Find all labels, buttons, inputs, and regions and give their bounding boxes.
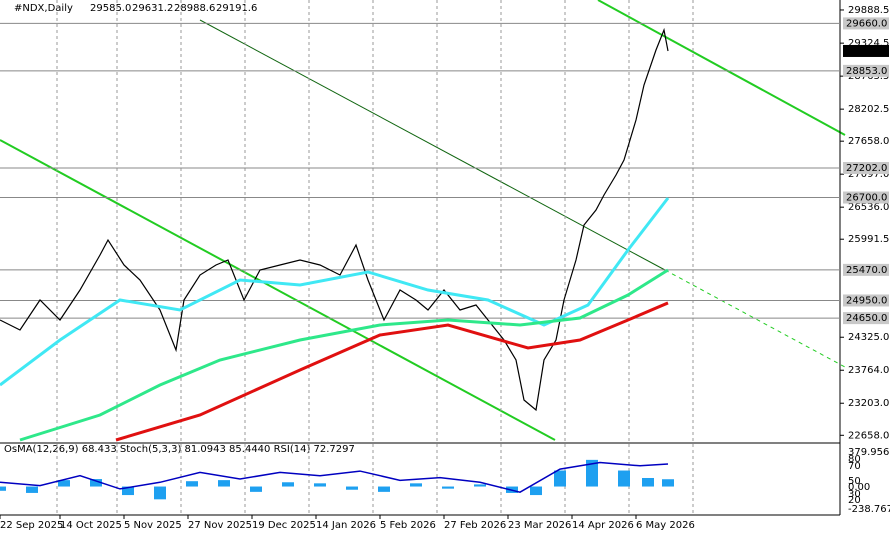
indicator-axis-label: 379.956 — [848, 447, 889, 458]
trend-line — [0, 139, 556, 441]
level-label-box — [843, 263, 889, 276]
level-label-box — [843, 162, 889, 174]
indicator-axis-label: 80 — [848, 454, 861, 465]
current-price-label: 29191.6 — [846, 46, 887, 57]
osma-bar — [554, 470, 566, 487]
osma-bar — [410, 483, 422, 487]
x-tick-label: 14 Apr 2026 — [572, 520, 634, 531]
trend-line — [199, 19, 666, 271]
osma-bar — [618, 470, 630, 487]
indicator-axis-label: 70 — [848, 461, 861, 472]
x-tick-label: 27 Feb 2026 — [444, 520, 506, 531]
osma-bar — [442, 486, 454, 489]
moving-average — [115, 301, 669, 442]
osma-bar — [642, 477, 654, 487]
osma-bar — [122, 486, 134, 496]
x-tick-label: 14 Jan 2026 — [316, 520, 376, 531]
osma-bar — [90, 479, 102, 487]
rsi-line — [0, 461, 669, 494]
ohlc-label: 29585.0 — [90, 3, 131, 14]
indicator-title: OsMA(12,26,9) 68.433 Stoch(5,3,3) 81.094… — [4, 444, 355, 455]
level-label: 25470.0 — [846, 265, 887, 276]
indicator-axis-label: 30 — [848, 489, 861, 500]
x-tick-label: 19 Dec 2025 — [252, 520, 316, 531]
current-price-box — [843, 44, 889, 57]
level-label: 26700.0 — [846, 193, 887, 204]
level-label: 28853.0 — [846, 66, 887, 77]
osma-bar — [530, 486, 542, 496]
ohlc-label: 29191.6 — [216, 3, 257, 14]
osma-bar — [586, 459, 598, 487]
y-tick-label: 24325.0 — [848, 332, 889, 343]
osma-bar — [346, 486, 358, 490]
indicator-axis-label: 20 — [848, 495, 861, 506]
y-tick-label: 27658.0 — [848, 136, 889, 147]
x-tick-label: 5 Nov 2025 — [124, 520, 182, 531]
x-tick-label: 22 Sep 2025 — [0, 520, 63, 531]
x-tick-label: 27 Nov 2025 — [188, 520, 252, 531]
level-label: 29660.0 — [846, 18, 887, 29]
indicator-axis-label: 0.00 — [848, 482, 870, 493]
chart-title: #NDX,Daily — [14, 3, 73, 14]
y-tick-label: 29888.5 — [848, 5, 889, 16]
trend-line — [664, 269, 846, 368]
y-tick-label: 25991.5 — [848, 234, 889, 245]
osma-bar — [314, 483, 326, 487]
x-tick-label: 14 Oct 2025 — [60, 520, 122, 531]
y-tick-label: 23764.0 — [848, 365, 889, 376]
osma-bar — [378, 486, 390, 492]
x-tick-label: 23 Mar 2026 — [508, 520, 571, 531]
trend-line — [597, 0, 846, 136]
y-tick-label: 23203.0 — [848, 398, 889, 409]
moving-average — [19, 268, 669, 442]
osma-bar — [662, 479, 674, 487]
osma-bar — [218, 480, 230, 487]
osma-bar — [58, 480, 70, 487]
indicator-axis-label: -238.767 — [848, 504, 890, 515]
level-label: 27202.0 — [846, 163, 887, 174]
osma-bar — [26, 486, 38, 493]
level-label-box — [843, 294, 889, 307]
level-label-box — [843, 17, 889, 30]
osma-bar — [154, 486, 166, 500]
osma-bar — [250, 486, 262, 492]
y-tick-label: 26536.0 — [848, 202, 889, 213]
y-tick-label: 22658.0 — [848, 430, 889, 441]
ohlc-label: 28988.6 — [174, 3, 215, 14]
osma-bar — [0, 486, 6, 491]
ohlc-label: 29631.2 — [132, 3, 173, 14]
osma-bar — [186, 481, 198, 487]
y-tick-label: 27097.0 — [848, 169, 889, 180]
osma-bar — [282, 482, 294, 487]
osma-bar — [474, 484, 486, 487]
y-tick-label: 28202.5 — [848, 104, 889, 115]
level-label-box — [843, 312, 889, 325]
x-tick-label: 5 Feb 2026 — [380, 520, 436, 531]
level-label-box — [843, 64, 889, 77]
y-tick-label: 29324.5 — [848, 38, 889, 49]
x-tick-label: 6 May 2026 — [636, 520, 695, 531]
level-label-box — [843, 191, 889, 204]
level-label: 24650.0 — [846, 313, 887, 324]
indicator-axis-label: 50 — [848, 476, 861, 487]
price-line — [0, 27, 669, 412]
moving-average — [0, 197, 670, 387]
level-label: 24950.0 — [846, 295, 887, 306]
